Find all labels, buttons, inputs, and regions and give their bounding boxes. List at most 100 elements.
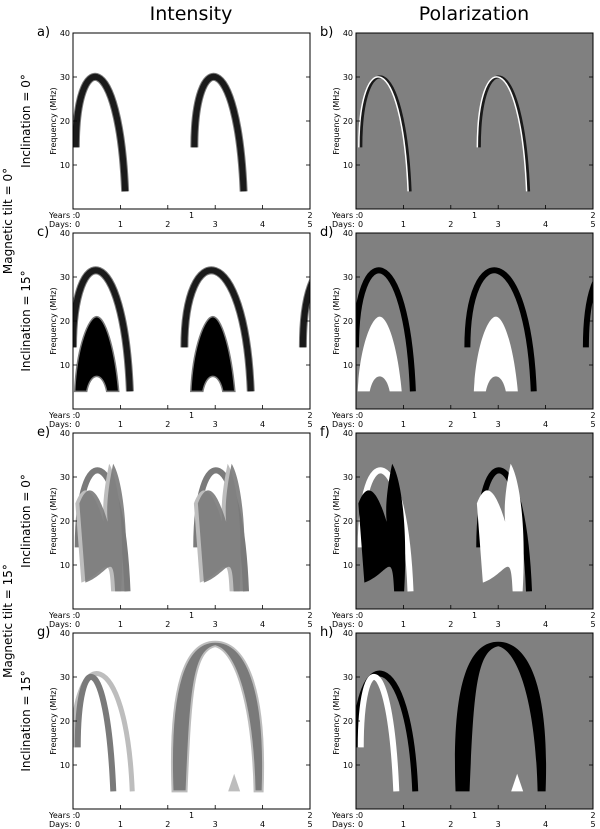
y-axis-label: Frequency (MHz)	[49, 487, 58, 554]
y-tick-label: 20	[343, 317, 353, 326]
emission-blob	[73, 315, 120, 393]
plot-body	[356, 267, 593, 392]
y-tick-label: 20	[60, 317, 70, 326]
years-tick-label: 1	[472, 611, 477, 620]
days-tick-label: 4	[260, 420, 265, 429]
years-tick-label: 1	[472, 811, 477, 820]
days-tick-label: 1	[118, 220, 123, 229]
y-tick-label: 40	[60, 29, 70, 38]
days-tick-label: 2	[165, 420, 170, 429]
panel-letter: h)	[320, 625, 333, 640]
panel-h: 10 20 30 40 Frequency (MHz) Years :0 1 2 Days: 0 1…	[320, 625, 596, 829]
days-tick-label: 2	[448, 220, 453, 229]
days-tick-label: 0	[358, 620, 363, 629]
days-tick-label: 1	[118, 420, 123, 429]
days-tick-label: 1	[401, 420, 406, 429]
days-tick-label: 4	[543, 420, 548, 429]
row-title-inclination: Inclination = 0°	[19, 74, 33, 168]
days-tick-label: 2	[165, 620, 170, 629]
emission-arc-halo	[298, 278, 310, 348]
plot-body	[356, 641, 547, 792]
emission-arc	[74, 673, 117, 792]
days-tick-label: 4	[260, 620, 265, 629]
years-tick-label: 1	[189, 811, 194, 820]
panel-a: 10 20 30 40 Frequency (MHz) Years :0 1 2 Days: 0 1…	[37, 25, 313, 229]
years-tick-label: 1	[472, 211, 477, 220]
years-tick-label: 1	[189, 211, 194, 220]
days-tick-label: 3	[213, 420, 218, 429]
years-tick-label: 2	[590, 411, 595, 420]
y-tick-label: 20	[60, 517, 70, 526]
y-tick-label: 40	[60, 629, 70, 638]
years-axis-label: Years :	[48, 811, 75, 820]
y-tick-label: 20	[343, 717, 353, 726]
y-tick-label: 10	[60, 761, 70, 770]
emission-band	[358, 463, 406, 592]
row-title-inclination: Inclination = 0°	[19, 474, 33, 568]
years-tick-label: 0	[75, 211, 80, 220]
days-tick-label: 3	[496, 220, 501, 229]
y-tick-label: 30	[343, 273, 353, 282]
years-tick-label: 0	[358, 811, 363, 820]
days-tick-label: 0	[75, 820, 80, 829]
years-tick-label: 2	[307, 611, 312, 620]
days-tick-label: 5	[307, 820, 312, 829]
days-axis-label: Days:	[332, 420, 355, 429]
emission-arc	[464, 267, 537, 392]
plot-background	[356, 33, 593, 209]
years-tick-label: 2	[590, 811, 595, 820]
years-axis-label: Years :	[48, 611, 75, 620]
column-title-intensity: Intensity	[150, 3, 233, 25]
days-tick-label: 0	[358, 420, 363, 429]
emission-spike	[228, 773, 241, 792]
y-tick-label: 10	[60, 361, 70, 370]
years-tick-label: 1	[189, 611, 194, 620]
years-tick-label: 0	[358, 211, 363, 220]
y-tick-label: 10	[343, 361, 353, 370]
emission-arc	[582, 280, 593, 348]
days-tick-label: 0	[75, 220, 80, 229]
days-axis-label: Days:	[49, 620, 72, 629]
years-tick-label: 0	[358, 611, 363, 620]
emission-arc	[356, 670, 419, 792]
days-tick-label: 5	[590, 820, 595, 829]
emission-arc	[358, 76, 409, 192]
y-tick-label: 20	[343, 117, 353, 126]
days-tick-label: 1	[401, 820, 406, 829]
days-tick-label: 0	[358, 220, 363, 229]
panel-letter: c)	[37, 225, 49, 240]
days-tick-label: 2	[165, 820, 170, 829]
years-tick-label: 1	[189, 411, 194, 420]
days-tick-label: 4	[543, 220, 548, 229]
column-title-polarization: Polarization	[419, 3, 529, 25]
years-tick-label: 2	[590, 211, 595, 220]
y-tick-label: 40	[343, 429, 353, 438]
days-tick-label: 3	[496, 620, 501, 629]
row-title-inclination: Inclination = 15°	[19, 270, 33, 371]
panel-letter: f)	[320, 425, 330, 440]
y-axis-label: Frequency (MHz)	[49, 687, 58, 754]
days-tick-label: 4	[260, 220, 265, 229]
days-tick-label: 2	[165, 220, 170, 229]
years-tick-label: 1	[472, 411, 477, 420]
y-tick-label: 30	[343, 473, 353, 482]
panel-b: 10 20 30 40 Frequency (MHz) Years :0 1 2 Days: 0 1…	[320, 25, 596, 229]
days-tick-label: 3	[213, 620, 218, 629]
years-axis-label: Years :	[48, 211, 75, 220]
emission-arc	[299, 280, 310, 348]
emission-spike	[511, 773, 524, 792]
emission-dome	[170, 640, 265, 793]
y-tick-label: 20	[343, 517, 353, 526]
panel-letter: d)	[320, 225, 333, 240]
days-tick-label: 0	[75, 420, 80, 429]
y-axis-label: Frequency (MHz)	[332, 87, 341, 154]
y-axis-label: Frequency (MHz)	[332, 487, 341, 554]
y-tick-label: 10	[343, 561, 353, 570]
panel-g: 10 20 30 40 Frequency (MHz) Years :0 1 2 Days: 0 1…	[37, 625, 313, 829]
days-axis-label: Days:	[49, 420, 72, 429]
y-tick-label: 30	[343, 673, 353, 682]
days-tick-label: 3	[213, 820, 218, 829]
y-axis-label: Frequency (MHz)	[49, 287, 58, 354]
emission-blob	[190, 315, 236, 393]
